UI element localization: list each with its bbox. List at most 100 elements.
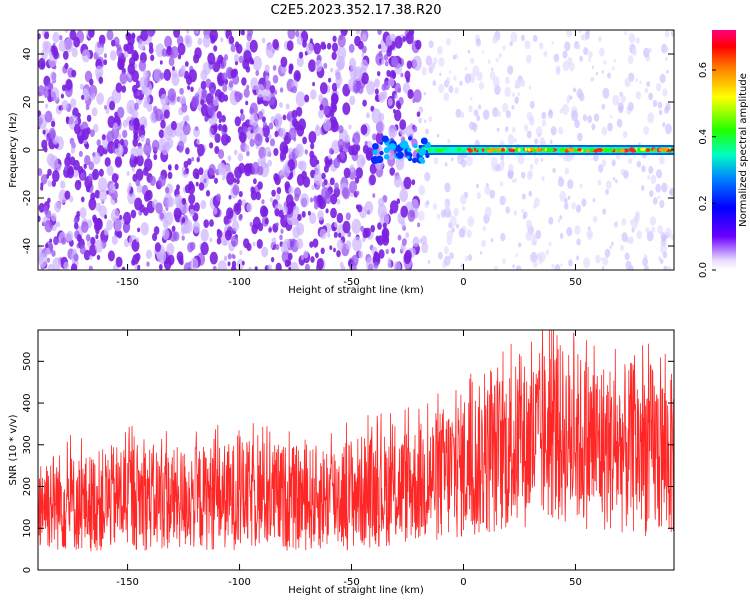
spectrogram-noise-blob (344, 134, 350, 144)
spectrogram-noise-blob (264, 64, 270, 73)
spectrogram-noise-blob (278, 209, 284, 218)
spectrogram-noise-blob (521, 193, 526, 200)
spectrogram-noise-blob (535, 126, 543, 137)
spectrogram-noise-blob (128, 122, 135, 131)
spectrogram-noise-blob (252, 241, 256, 247)
spectrogram-noise-blob (90, 192, 96, 201)
spectrogram-noise-blob (132, 34, 136, 39)
spectrogram-noise-blob (51, 212, 57, 222)
spectrogram-noise-blob (598, 36, 602, 43)
spectrogram-noise-blob (145, 249, 152, 259)
spectrogram-noise-blob (120, 218, 125, 225)
spectrogram-noise-blob (412, 55, 422, 71)
signal-band-spot (653, 148, 656, 152)
spectrogram-noise-blob (301, 255, 304, 261)
spectrogram-noise-blob (610, 115, 613, 119)
spectrogram-noise-blob (548, 109, 553, 115)
spectrogram-noise-blob (135, 178, 141, 187)
spectrogram-noise-blob (571, 110, 579, 122)
spectrogram-noise-blob (38, 202, 45, 213)
spectrogram-noise-blob (95, 202, 102, 212)
spectrogram-noise-blob (40, 185, 44, 191)
spectrogram-noise-blob (499, 181, 504, 187)
spectrogram-noise-blob (548, 216, 554, 225)
signal-band-spot (583, 149, 586, 153)
spectrogram-noise-blob (489, 189, 496, 199)
spectrogram-noise-blob (268, 134, 272, 140)
spectrogram-noise-blob (76, 210, 81, 218)
spectrogram-noise-blob (327, 154, 332, 160)
spectrogram-noise-blob (380, 58, 385, 65)
spectrogram-noise-blob (228, 218, 232, 224)
spectrogram-noise-blob (362, 99, 367, 107)
spectrogram-noise-blob (134, 265, 138, 270)
spectrogram-noise-blob (305, 42, 314, 55)
spectrogram-noise-blob (509, 40, 513, 47)
spectrogram-noise-blob (151, 139, 160, 152)
spectrogram-noise-blob (665, 47, 669, 53)
spectrogram-noise-blob (525, 230, 533, 241)
spectrogram-noise-blob (476, 183, 480, 189)
spectrogram-noise-blob (564, 202, 569, 210)
spectrogram-noise-blob (538, 251, 546, 263)
spectrogram-noise-blob (38, 33, 41, 40)
spectrogram-noise-blob (89, 129, 95, 138)
spectrogram-noise-blob (284, 259, 290, 268)
spectrogram-noise-blob (49, 238, 52, 243)
spectrogram-noise-blob (111, 39, 116, 47)
spectrogram-noise-blob (611, 159, 616, 167)
spectrogram-noise-blob (224, 229, 232, 241)
signal-band-spot (442, 149, 447, 153)
spectrogram-noise-blob (43, 205, 48, 213)
spectrogram-noise-blob (97, 177, 108, 193)
spectrogram-noise-blob (136, 264, 141, 270)
signal-onset-blob (396, 151, 404, 159)
spectrogram-noise-blob (621, 232, 628, 242)
spectrogram-noise-blob (85, 234, 91, 242)
signal-band-spot (645, 148, 651, 152)
spectrogram-noise-blob (214, 177, 218, 184)
spectrogram-noise-blob (649, 190, 654, 198)
spectrogram-noise-blob (232, 184, 240, 196)
spectrogram-noise-blob (309, 150, 315, 159)
spectrogram-noise-blob (66, 230, 74, 242)
spectrogram-noise-blob (223, 256, 228, 262)
spectrogram-noise-blob (505, 110, 511, 119)
spectrogram-noise-blob (160, 119, 166, 129)
spectrogram-noise-blob (334, 221, 338, 228)
spectrogram-noise-blob (243, 126, 248, 134)
spectrogram-noise-blob (484, 185, 491, 195)
spectrogram-noise-blob (504, 126, 509, 132)
spectrogram-noise-field (38, 30, 674, 270)
spectrogram-noise-blob (655, 183, 661, 193)
spectrogram-noise-blob (191, 156, 195, 162)
spectrogram-noise-blob (132, 84, 138, 94)
spectrogram-noise-blob (222, 175, 225, 181)
signal-band-spot (438, 149, 443, 153)
spectrogram-noise-blob (558, 126, 564, 135)
spectrogram-noise-blob (599, 47, 605, 57)
spectrogram-noise-blob (209, 142, 214, 149)
spectrogram-noise-blob (332, 35, 337, 42)
signal-band-spot (428, 149, 431, 153)
spectrogram-noise-blob (118, 133, 122, 139)
spectrogram-noise-blob (539, 260, 542, 265)
spectrogram-noise-blob (351, 144, 359, 156)
signal-onset-blob (413, 143, 418, 149)
spectrogram-noise-blob (444, 182, 451, 193)
snr-series (38, 330, 674, 552)
spectrogram-noise-blob (520, 79, 526, 88)
spectrogram-noise-blob (342, 102, 351, 115)
signal-band-spot (609, 147, 614, 152)
colorbar-strip (712, 30, 736, 270)
spectrogram-noise-blob (143, 142, 152, 156)
spectrogram-noise-blob (568, 259, 573, 267)
spectrogram-noise-blob (317, 210, 324, 221)
spectrogram-noise-blob (146, 261, 150, 267)
spectrogram-noise-blob (328, 147, 334, 155)
spectrogram-noise-blob (323, 62, 328, 69)
spectrogram-noise-blob (261, 246, 269, 258)
spectrogram-noise-blob (592, 198, 596, 203)
spectrogram-noise-blob (88, 161, 95, 171)
spectrogram-noise-blob (177, 42, 186, 56)
